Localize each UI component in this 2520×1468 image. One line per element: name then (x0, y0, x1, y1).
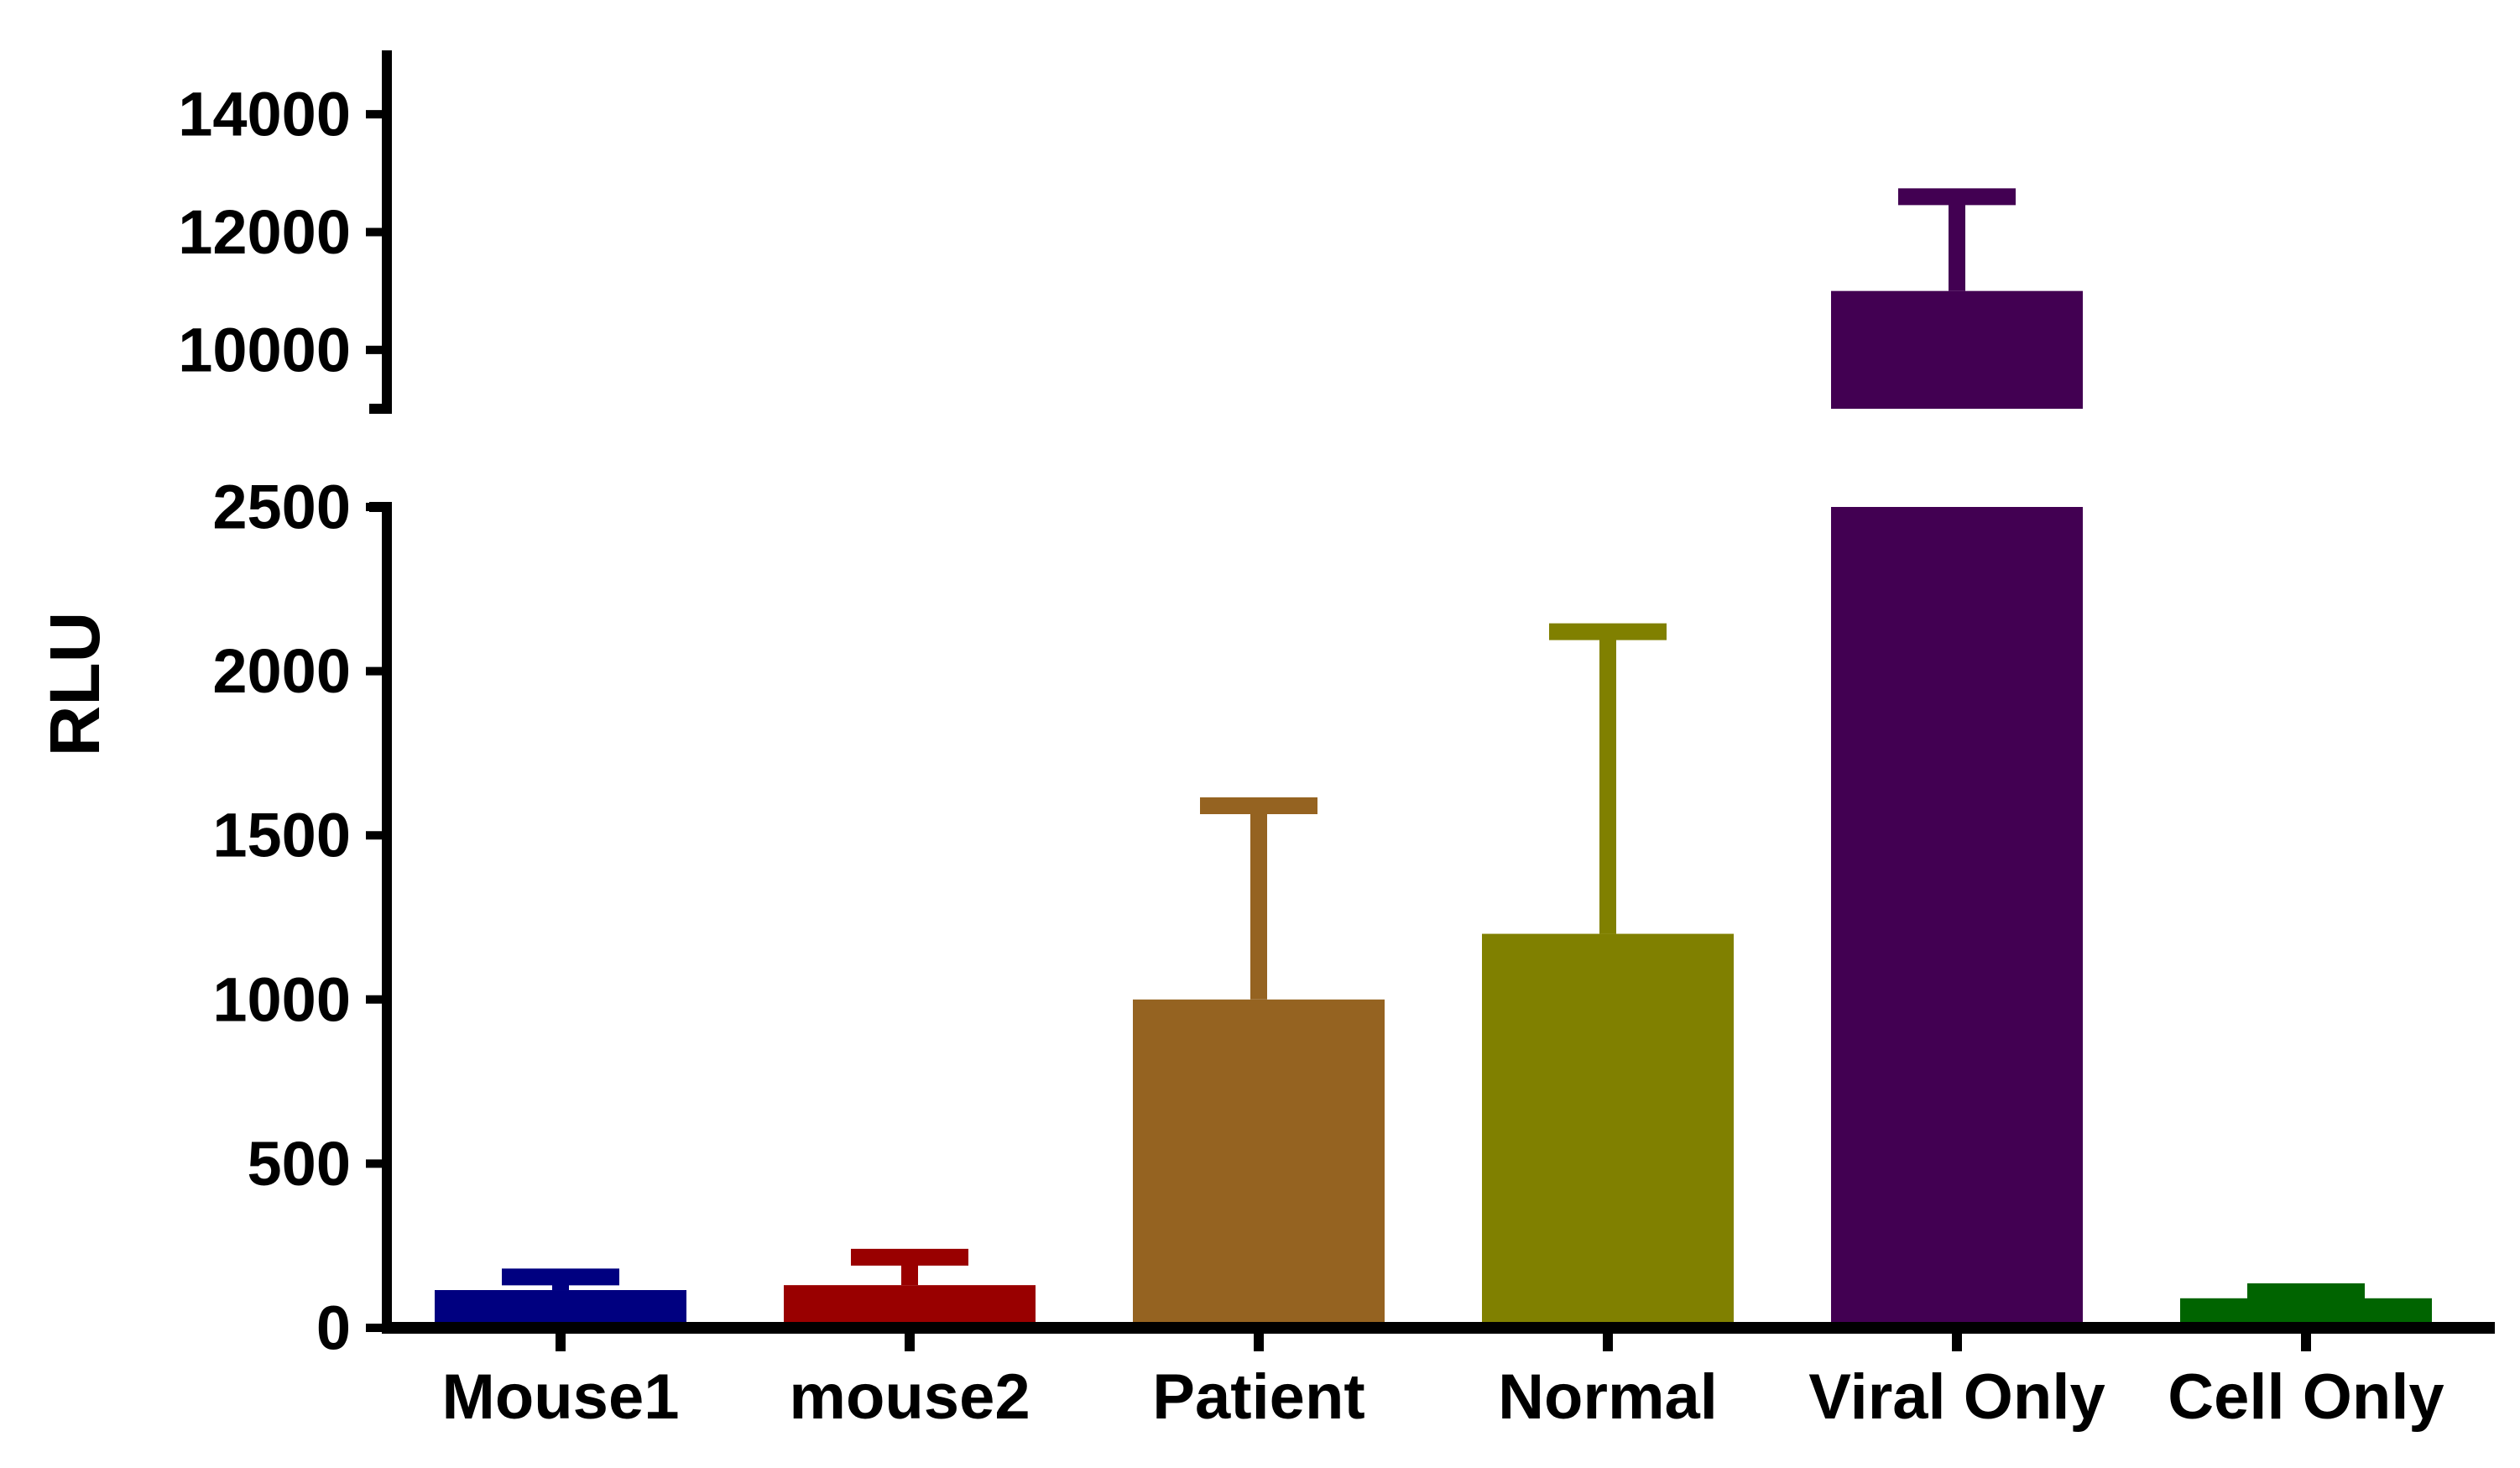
y-tick-label-10000: 10000 (178, 315, 351, 384)
bar-patient (1133, 999, 1385, 1328)
bar-mouse2 (784, 1285, 1036, 1328)
x-tick-label-patient: Patient (1152, 1361, 1364, 1433)
y-tick-label-2000: 2000 (212, 636, 351, 706)
bar-viral-only-lower (1831, 507, 2083, 1328)
y-tick-label-1000: 1000 (212, 964, 351, 1034)
y-tick-label-2500: 2500 (212, 473, 351, 542)
x-tick-label-normal: Normal (1498, 1361, 1718, 1433)
y-tick-label-14000: 14000 (178, 80, 351, 149)
y-tick-label-0: 0 (316, 1293, 351, 1363)
y-axis-title: RLU (35, 612, 114, 757)
y-tick-label-1500: 1500 (212, 801, 351, 870)
x-tick-label-mouse2: mouse2 (789, 1361, 1030, 1433)
x-tick-label-cell-only: Cell Only (2168, 1361, 2444, 1433)
bar-mouse1 (435, 1290, 686, 1328)
x-tick-label-mouse1: Mouse1 (442, 1361, 680, 1433)
x-tick-label-viral-only: Viral Only (1808, 1361, 2105, 1433)
bar-viral-only-upper (1831, 290, 2083, 409)
y-tick-label-500: 500 (248, 1129, 351, 1199)
bar-normal (1482, 933, 1734, 1328)
y-tick-label-12000: 12000 (178, 197, 351, 267)
